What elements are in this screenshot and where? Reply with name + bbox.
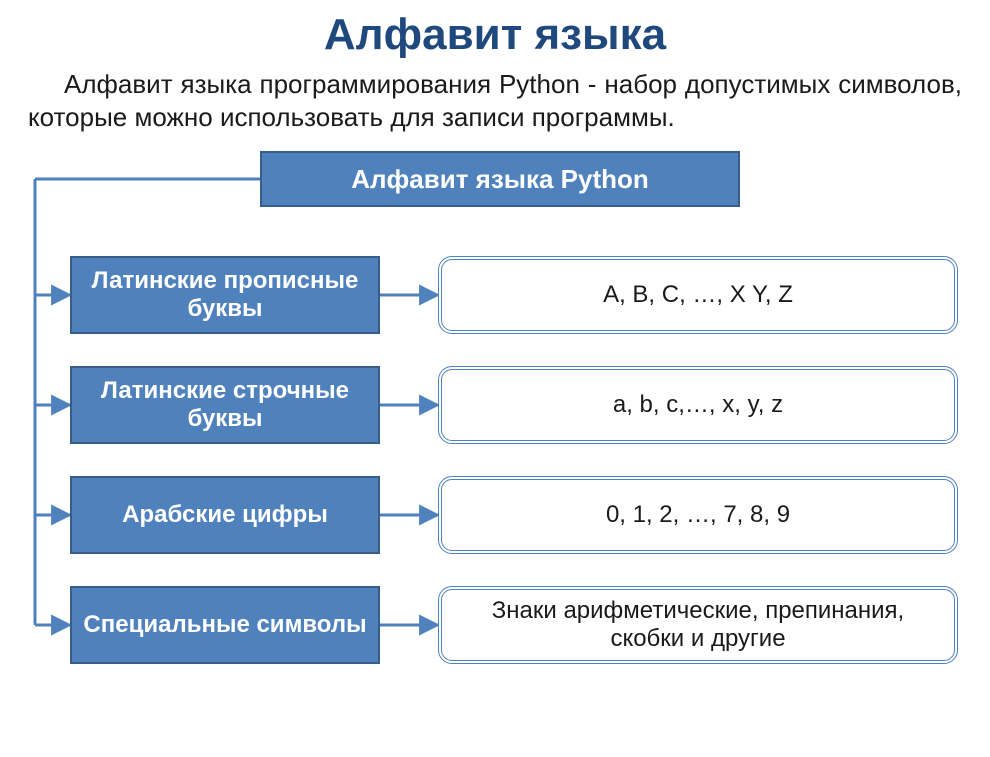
diagram-area: Алфавит языка Python Латинские прописные…: [0, 151, 990, 711]
category-box-1: Латинские строчные буквы: [70, 366, 380, 444]
category-box-3: Специальные символы: [70, 586, 380, 664]
page-title: Алфавит языка: [0, 0, 990, 60]
category-box-0: Латинские прописные буквы: [70, 256, 380, 334]
root-box: Алфавит языка Python: [260, 151, 740, 207]
example-box-1: a, b, c,…, x, y, z: [438, 366, 958, 444]
example-box-0: A, B, C, …, X Y, Z: [438, 256, 958, 334]
intro-paragraph: Алфавит языка программирования Python - …: [0, 60, 990, 133]
example-box-2: 0, 1, 2, …, 7, 8, 9: [438, 476, 958, 554]
category-box-2: Арабские цифры: [70, 476, 380, 554]
example-box-3: Знаки арифметические, препинания, скобки…: [438, 586, 958, 664]
